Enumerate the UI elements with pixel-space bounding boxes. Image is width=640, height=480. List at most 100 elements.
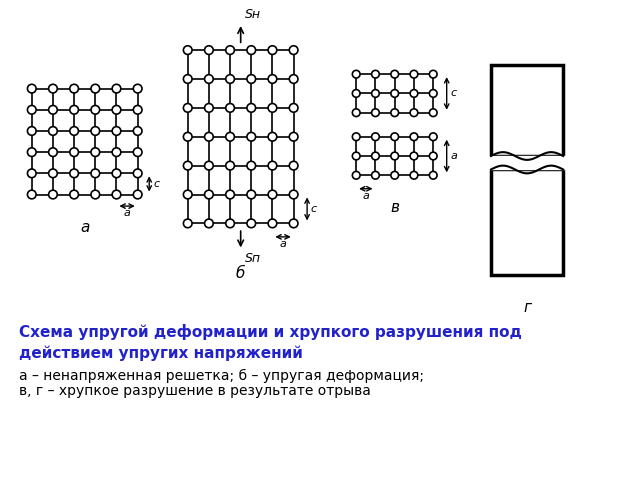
Circle shape (372, 152, 380, 160)
Bar (491, 64, 563, 156)
Circle shape (112, 127, 121, 135)
Circle shape (91, 106, 100, 114)
Circle shape (133, 148, 142, 156)
Circle shape (28, 148, 36, 156)
Text: с: с (153, 179, 159, 189)
Circle shape (429, 133, 437, 141)
Circle shape (410, 109, 418, 117)
Circle shape (133, 190, 142, 199)
Circle shape (28, 106, 36, 114)
Circle shape (226, 104, 234, 112)
Text: а: а (280, 239, 287, 249)
Circle shape (247, 46, 255, 54)
Text: а: а (451, 151, 458, 161)
Circle shape (289, 75, 298, 84)
Circle shape (410, 71, 418, 78)
Circle shape (391, 90, 399, 97)
Circle shape (429, 171, 437, 179)
Circle shape (205, 161, 213, 170)
Circle shape (429, 152, 437, 160)
Circle shape (133, 169, 142, 178)
Circle shape (353, 90, 360, 97)
Circle shape (391, 109, 399, 117)
Circle shape (289, 46, 298, 54)
Circle shape (91, 127, 100, 135)
Circle shape (372, 109, 380, 117)
Circle shape (184, 46, 192, 54)
Circle shape (391, 152, 399, 160)
Text: в: в (390, 200, 399, 216)
Circle shape (133, 84, 142, 93)
Circle shape (247, 75, 255, 84)
Circle shape (353, 133, 360, 141)
Circle shape (184, 161, 192, 170)
Circle shape (353, 171, 360, 179)
Circle shape (226, 190, 234, 199)
Circle shape (205, 46, 213, 54)
Circle shape (70, 127, 79, 135)
Circle shape (205, 132, 213, 141)
Circle shape (226, 161, 234, 170)
Circle shape (391, 133, 399, 141)
Circle shape (184, 75, 192, 84)
Circle shape (410, 171, 418, 179)
Circle shape (391, 71, 399, 78)
Circle shape (28, 127, 36, 135)
Circle shape (91, 148, 100, 156)
Circle shape (28, 190, 36, 199)
Circle shape (226, 75, 234, 84)
Text: г: г (523, 300, 531, 315)
Circle shape (112, 148, 121, 156)
Circle shape (49, 127, 58, 135)
Circle shape (49, 84, 58, 93)
Circle shape (268, 132, 276, 141)
Text: Sн: Sн (244, 8, 260, 21)
Circle shape (353, 152, 360, 160)
Circle shape (429, 109, 437, 117)
Circle shape (205, 104, 213, 112)
Text: а: а (362, 191, 369, 201)
Circle shape (289, 219, 298, 228)
Circle shape (372, 133, 380, 141)
Circle shape (205, 190, 213, 199)
Circle shape (184, 190, 192, 199)
Circle shape (429, 90, 437, 97)
Circle shape (70, 106, 79, 114)
Circle shape (112, 84, 121, 93)
Text: Sп: Sп (244, 252, 260, 265)
Circle shape (184, 219, 192, 228)
Circle shape (268, 190, 276, 199)
Circle shape (226, 46, 234, 54)
Circle shape (247, 219, 255, 228)
Circle shape (28, 84, 36, 93)
Circle shape (289, 132, 298, 141)
Circle shape (205, 75, 213, 84)
Text: в, г – хрупкое разрушение в результате отрыва: в, г – хрупкое разрушение в результате о… (19, 384, 371, 398)
Circle shape (353, 109, 360, 117)
Circle shape (353, 71, 360, 78)
Text: а: а (124, 208, 131, 218)
Circle shape (49, 106, 58, 114)
Circle shape (372, 71, 380, 78)
Circle shape (49, 169, 58, 178)
Circle shape (70, 84, 79, 93)
Circle shape (429, 71, 437, 78)
Circle shape (268, 46, 276, 54)
Circle shape (268, 219, 276, 228)
Circle shape (70, 190, 79, 199)
Circle shape (133, 106, 142, 114)
Bar (491, 169, 563, 276)
Circle shape (133, 127, 142, 135)
Circle shape (289, 104, 298, 112)
Circle shape (247, 161, 255, 170)
Text: б: б (236, 266, 245, 281)
Circle shape (49, 148, 58, 156)
Circle shape (112, 190, 121, 199)
Circle shape (112, 169, 121, 178)
Circle shape (91, 169, 100, 178)
Circle shape (91, 84, 100, 93)
Circle shape (391, 171, 399, 179)
Circle shape (184, 104, 192, 112)
Circle shape (49, 190, 58, 199)
Circle shape (247, 132, 255, 141)
